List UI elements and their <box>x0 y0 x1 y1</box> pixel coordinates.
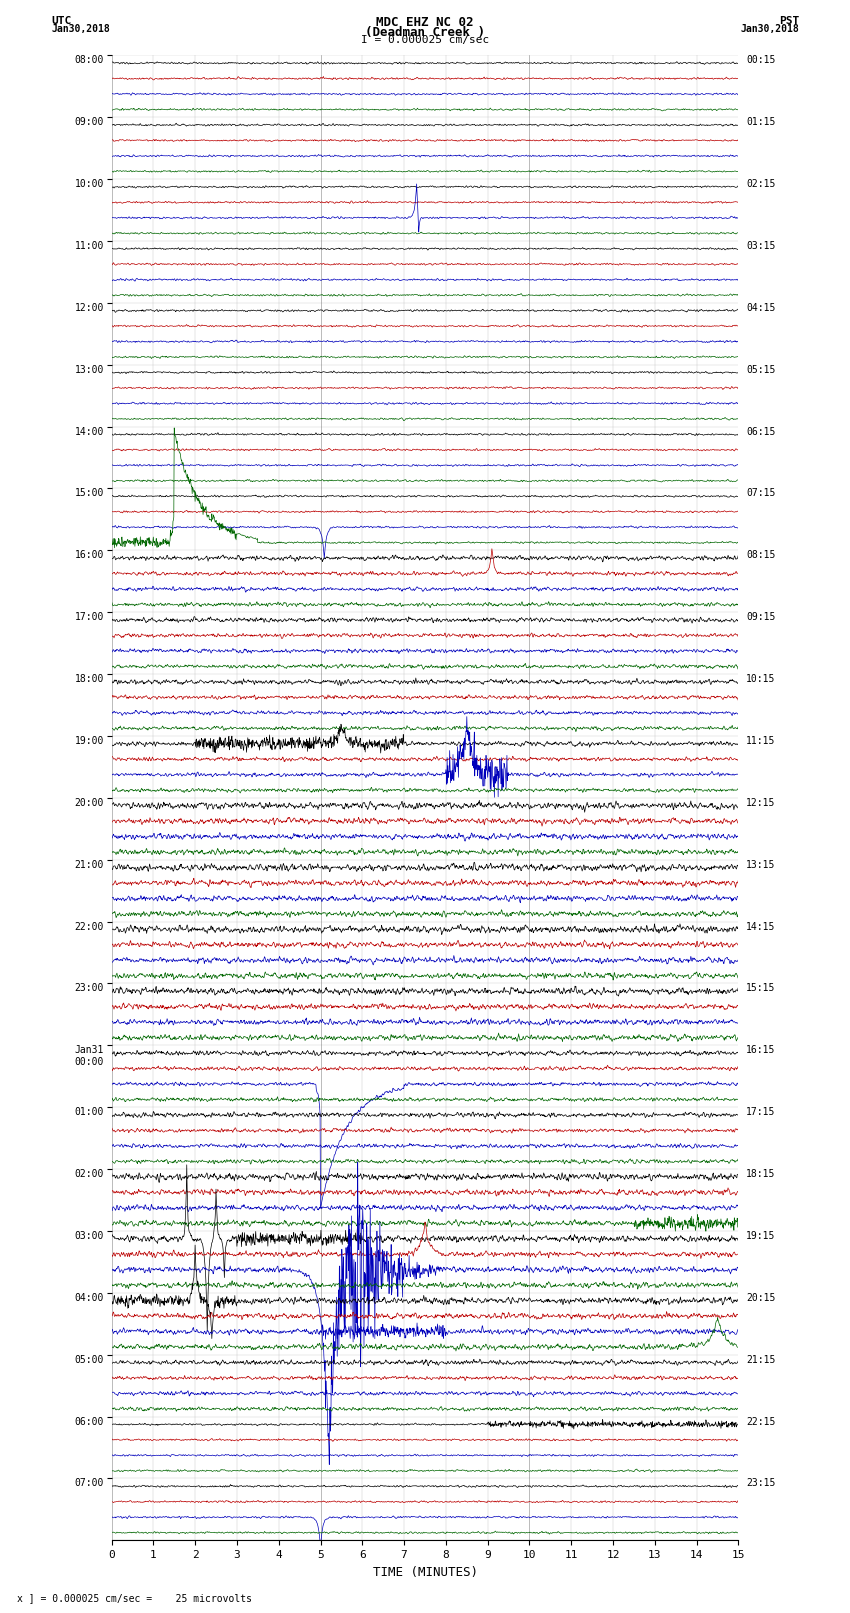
Text: (Deadman Creek ): (Deadman Creek ) <box>365 26 485 39</box>
Text: MDC EHZ NC 02: MDC EHZ NC 02 <box>377 16 473 29</box>
Text: UTC: UTC <box>51 16 71 26</box>
Text: Jan30,2018: Jan30,2018 <box>740 24 799 34</box>
Text: PST: PST <box>779 16 799 26</box>
Text: x ] = 0.000025 cm/sec =    25 microvolts: x ] = 0.000025 cm/sec = 25 microvolts <box>17 1594 252 1603</box>
X-axis label: TIME (MINUTES): TIME (MINUTES) <box>372 1566 478 1579</box>
Text: I = 0.000025 cm/sec: I = 0.000025 cm/sec <box>361 35 489 45</box>
Text: Jan30,2018: Jan30,2018 <box>51 24 110 34</box>
